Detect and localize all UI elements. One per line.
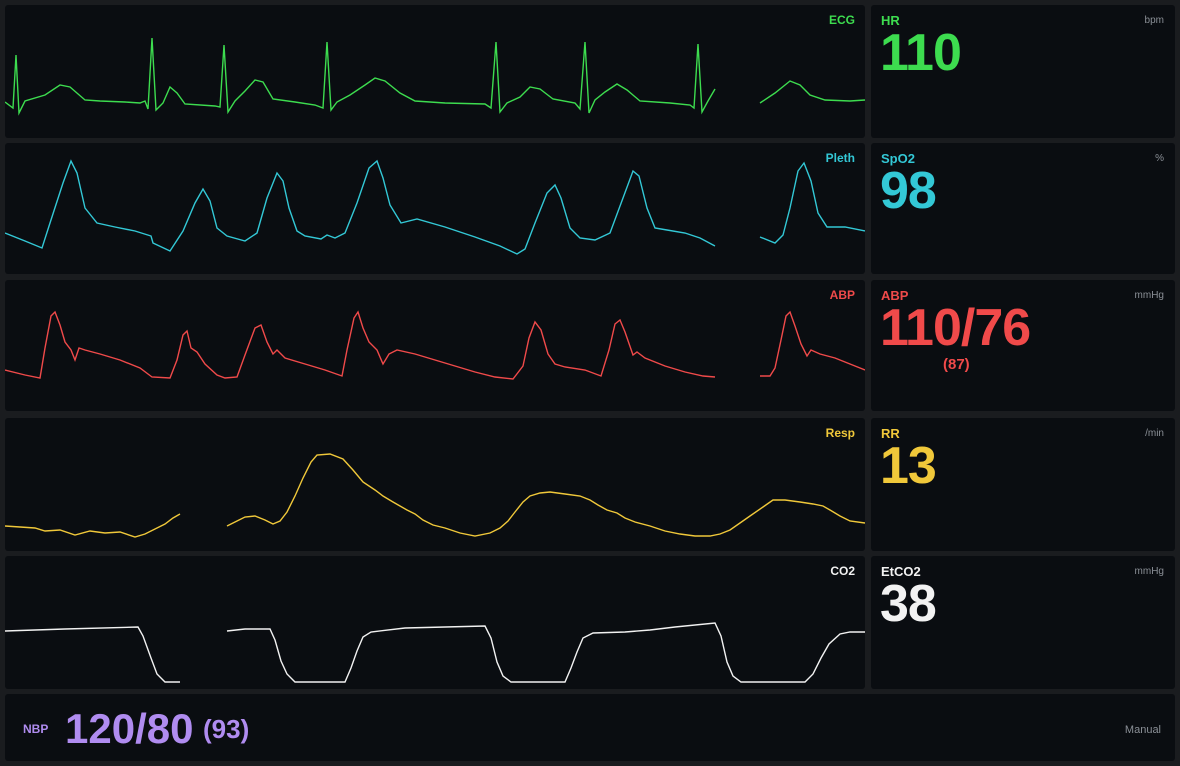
co2-waveform-panel: CO2 xyxy=(5,556,865,689)
co2-trace-resume xyxy=(226,622,865,683)
nbp-label: NBP xyxy=(23,722,49,736)
abp-unit: mmHg xyxy=(1134,290,1164,301)
abp-label: ABP xyxy=(881,288,909,303)
ecg-trace-resume xyxy=(759,80,865,104)
resp-label: Resp xyxy=(825,426,855,440)
abp-waveform-panel: ABP xyxy=(5,280,865,411)
pleth-waveform xyxy=(5,159,865,255)
spo2-label: SpO2 xyxy=(881,151,915,166)
pleth-trace-resume xyxy=(759,161,865,244)
hr-value: 110 xyxy=(880,24,962,82)
nbp-mode: Manual xyxy=(1124,724,1161,736)
abp-numeric-panel: ABP mmHg 110/76 (87) xyxy=(871,280,1175,411)
rr-value: 13 xyxy=(880,437,937,495)
abp-value: 110/76 xyxy=(880,299,1031,357)
ecg-trace xyxy=(5,37,716,116)
pleth-waveform-panel: Pleth xyxy=(5,143,865,274)
etco2-numeric-panel: EtCO2 mmHg 38 xyxy=(871,556,1175,689)
rr-label: RR xyxy=(881,426,900,441)
resp-waveform-panel: Resp xyxy=(5,418,865,551)
abp-wave-label: ABP xyxy=(829,288,855,302)
co2-trace xyxy=(5,626,180,683)
resp-trace-resume xyxy=(226,453,865,537)
spo2-numeric-panel: SpO2 % 98 xyxy=(871,143,1175,274)
nbp-value: 120/80 xyxy=(65,705,194,752)
spo2-unit: % xyxy=(1155,153,1164,164)
pleth-label: Pleth xyxy=(825,151,855,165)
nbp-panel[interactable]: NBP 120/80 (93) Manual xyxy=(5,694,1175,761)
etco2-value: 38 xyxy=(880,575,937,633)
rr-unit: /min xyxy=(1145,428,1164,439)
hr-numeric-panel: HR bpm 110 xyxy=(871,5,1175,138)
abp-trace-resume xyxy=(760,310,865,377)
etco2-unit: mmHg xyxy=(1134,566,1164,577)
spo2-value: 98 xyxy=(880,162,937,220)
abp-trace xyxy=(5,310,716,380)
rr-numeric-panel: RR /min 13 xyxy=(871,418,1175,551)
hr-unit: bpm xyxy=(1144,15,1164,26)
nbp-mean: (93) xyxy=(203,714,250,744)
resp-trace xyxy=(5,513,181,538)
ecg-label: ECG xyxy=(828,13,855,27)
resp-waveform xyxy=(5,453,865,538)
ecg-waveform-panel: ECG xyxy=(5,5,865,138)
pleth-trace xyxy=(5,159,716,255)
co2-waveform xyxy=(5,622,865,683)
hr-label: HR xyxy=(881,13,900,28)
etco2-label: EtCO2 xyxy=(881,564,921,579)
co2-label: CO2 xyxy=(830,564,855,578)
abp-waveform xyxy=(5,310,865,380)
ecg-waveform xyxy=(5,37,865,116)
abp-mean: (87) xyxy=(943,356,970,373)
